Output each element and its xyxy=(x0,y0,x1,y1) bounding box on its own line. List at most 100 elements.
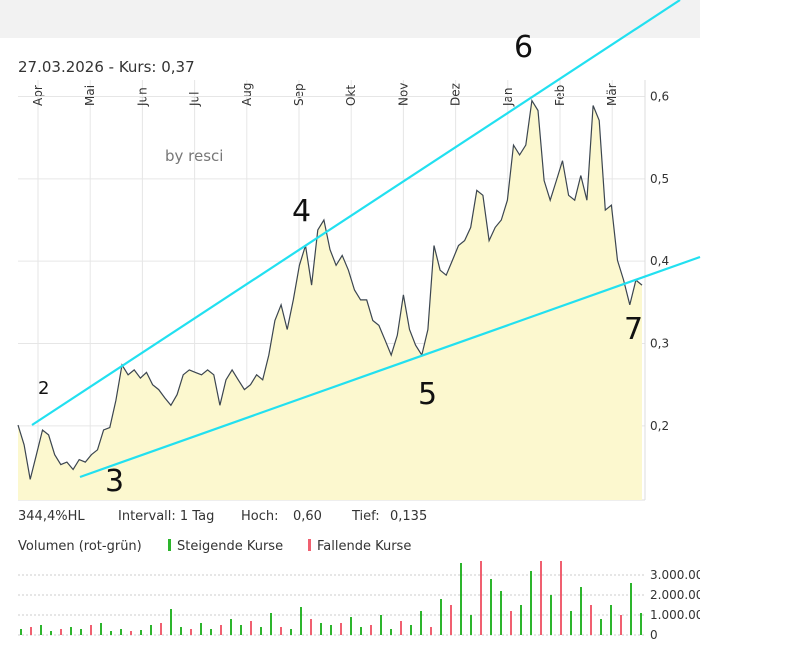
volume-bar xyxy=(600,619,602,635)
x-tick-label: Jun xyxy=(135,87,149,107)
volume-bar xyxy=(220,625,222,635)
y-tick-label: 2.000.000 xyxy=(650,588,711,602)
volume-bar xyxy=(540,561,542,635)
volume-bar xyxy=(80,629,82,635)
annotation: 3 xyxy=(105,464,124,499)
x-tick-label: Nov xyxy=(396,83,410,106)
stat-text: 344,4%HL xyxy=(18,509,85,524)
annotation: 6 xyxy=(514,30,533,65)
trend-line xyxy=(31,0,681,426)
volume-bar xyxy=(480,561,482,635)
x-tick-label: Apr xyxy=(31,85,45,106)
volume-bar xyxy=(130,631,132,635)
legend-label: Fallende Kurse xyxy=(317,539,411,554)
volume-bar xyxy=(40,625,42,635)
volume-bar xyxy=(110,631,112,635)
x-tick-label: Jul xyxy=(188,92,202,107)
volume-bar xyxy=(570,611,572,635)
volume-bar xyxy=(90,625,92,635)
legend-swatch xyxy=(168,539,171,551)
volume-bar xyxy=(420,611,422,635)
x-tick-label: Dez xyxy=(449,83,463,106)
top-bar xyxy=(0,0,700,38)
x-tick-label: Aug xyxy=(240,83,254,106)
volume-bar xyxy=(160,623,162,635)
volume-bar xyxy=(240,625,242,635)
stat-text: Intervall: 1 Tag xyxy=(118,509,214,524)
y-tick-label: 0,4 xyxy=(650,254,669,268)
volume-bar xyxy=(620,615,622,635)
volume-bar xyxy=(140,630,142,635)
volume-bar xyxy=(120,629,122,635)
legend-label: Steigende Kurse xyxy=(177,539,283,554)
volume-bar xyxy=(610,605,612,635)
volume-bar xyxy=(200,623,202,635)
volume-bar xyxy=(530,571,532,635)
volume-bar xyxy=(460,563,462,635)
volume-bar xyxy=(500,591,502,635)
volume-bar xyxy=(510,611,512,635)
stat-text: 0,60 xyxy=(293,509,322,524)
y-tick-label: 3.000.000 xyxy=(650,568,711,582)
volume-bar xyxy=(290,629,292,635)
volume-bar xyxy=(250,621,252,635)
x-tick-label: Mai xyxy=(83,85,97,106)
volume-bar xyxy=(280,627,282,635)
price-chart: Apr Mai Jun Jul Aug Sep Okt Nov Dez Jan Feb Mär 0,2 0… xyxy=(17,0,701,524)
volume-bar xyxy=(630,583,632,635)
volume-bar xyxy=(400,621,402,635)
volume-bar xyxy=(360,627,362,635)
volume-chart: Volumen (rot-grün) Steigende Kurse Fallend… xyxy=(18,539,711,642)
annotation: 4 xyxy=(292,194,311,229)
annotation: 7 xyxy=(624,312,643,347)
volume-bar xyxy=(260,627,262,635)
price-area xyxy=(18,100,642,500)
volume-bar xyxy=(70,627,72,635)
volume-bar xyxy=(150,625,152,635)
legend-swatch xyxy=(308,539,311,551)
volume-bar xyxy=(50,631,52,635)
stat-text: Hoch: xyxy=(241,509,279,524)
x-tick-label: Jan xyxy=(501,88,515,108)
volume-bar xyxy=(310,619,312,635)
volume-bar xyxy=(100,623,102,635)
volume-bar xyxy=(410,625,412,635)
volume-bar xyxy=(350,617,352,635)
volume-bar xyxy=(450,605,452,635)
volume-bar xyxy=(230,619,232,635)
volume-bar xyxy=(640,613,642,635)
volume-bar xyxy=(190,629,192,635)
volume-bar xyxy=(490,579,492,635)
x-tick-label: Feb xyxy=(553,85,567,106)
volume-bar xyxy=(590,605,592,635)
volume-bar xyxy=(180,627,182,635)
volume-bar xyxy=(210,629,212,635)
chart-title: 27.03.2026 - Kurs: 0,37 xyxy=(18,58,195,76)
volume-bar xyxy=(60,629,62,635)
volume-bar xyxy=(320,623,322,635)
volume-bar xyxy=(560,561,562,635)
y-tick-label: 0,6 xyxy=(650,89,669,103)
y-tick-label: 1.000.000 xyxy=(650,608,711,622)
volume-bar xyxy=(440,599,442,635)
y-tick-label: 0 xyxy=(650,628,658,642)
volume-bar xyxy=(550,595,552,635)
y-tick-label: 0,2 xyxy=(650,419,669,433)
volume-bar xyxy=(470,615,472,635)
y-tick-label: 0,5 xyxy=(650,172,669,186)
volume-bar xyxy=(170,609,172,635)
volume-bar xyxy=(520,605,522,635)
x-tick-label: Sep xyxy=(292,83,306,106)
volume-bar xyxy=(270,613,272,635)
volume-bar xyxy=(20,629,22,635)
stat-text: Tief: xyxy=(351,509,380,524)
volume-bar xyxy=(330,625,332,635)
volume-bar xyxy=(380,615,382,635)
volume-bar xyxy=(370,625,372,635)
volume-bar xyxy=(300,607,302,635)
volume-bar xyxy=(430,627,432,635)
volume-bar xyxy=(580,587,582,635)
y-tick-label: 0,3 xyxy=(650,337,669,351)
x-tick-label: Mär xyxy=(605,83,619,106)
